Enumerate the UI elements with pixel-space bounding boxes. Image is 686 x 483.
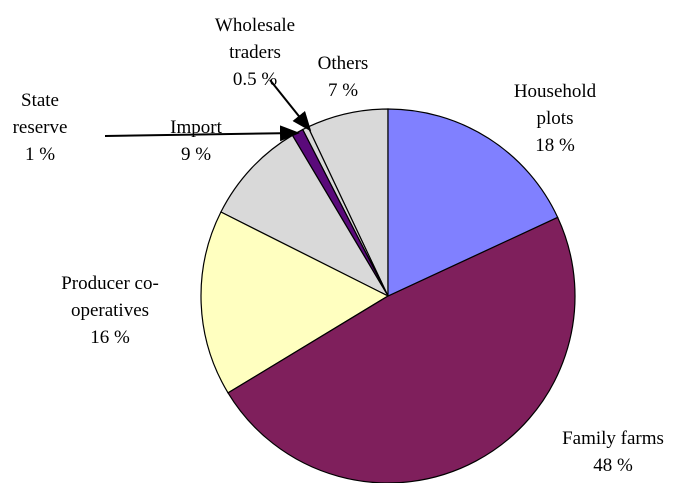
pie-slice <box>200 211 390 394</box>
slice-label: Producer co-operatives 16 % <box>45 270 175 351</box>
value-label: 7 % <box>327 80 359 101</box>
category-label: Wholesale traders <box>214 15 296 63</box>
category-label: Household plots <box>513 81 597 129</box>
category-label: Others <box>317 53 369 74</box>
arrow <box>104 125 300 142</box>
slice-label: Household plots 18 % <box>505 78 605 159</box>
category-label: Import <box>170 117 222 138</box>
value-label: 9 % <box>180 144 212 165</box>
category-label: State reserve <box>12 90 68 138</box>
value-label: 48 % <box>593 455 633 476</box>
value-label: 0.5 % <box>232 69 278 90</box>
value-label: 18 % <box>535 135 575 156</box>
value-label: 1 % <box>24 144 56 165</box>
value-label: 16 % <box>90 327 130 348</box>
slice-label: State reserve 1 % <box>0 87 80 168</box>
pie-slice <box>227 216 576 483</box>
slice-label: Wholesale traders 0.5 % <box>200 12 310 93</box>
slice-label: Import 9 % <box>151 114 241 168</box>
slice-label: Others 7 % <box>298 50 388 104</box>
slice-label: Family farms 48 % <box>538 425 686 479</box>
category-label: Producer co-operatives <box>61 273 159 321</box>
arrow <box>269 79 312 132</box>
category-label: Family farms <box>562 428 664 449</box>
pie-slice <box>387 108 559 297</box>
